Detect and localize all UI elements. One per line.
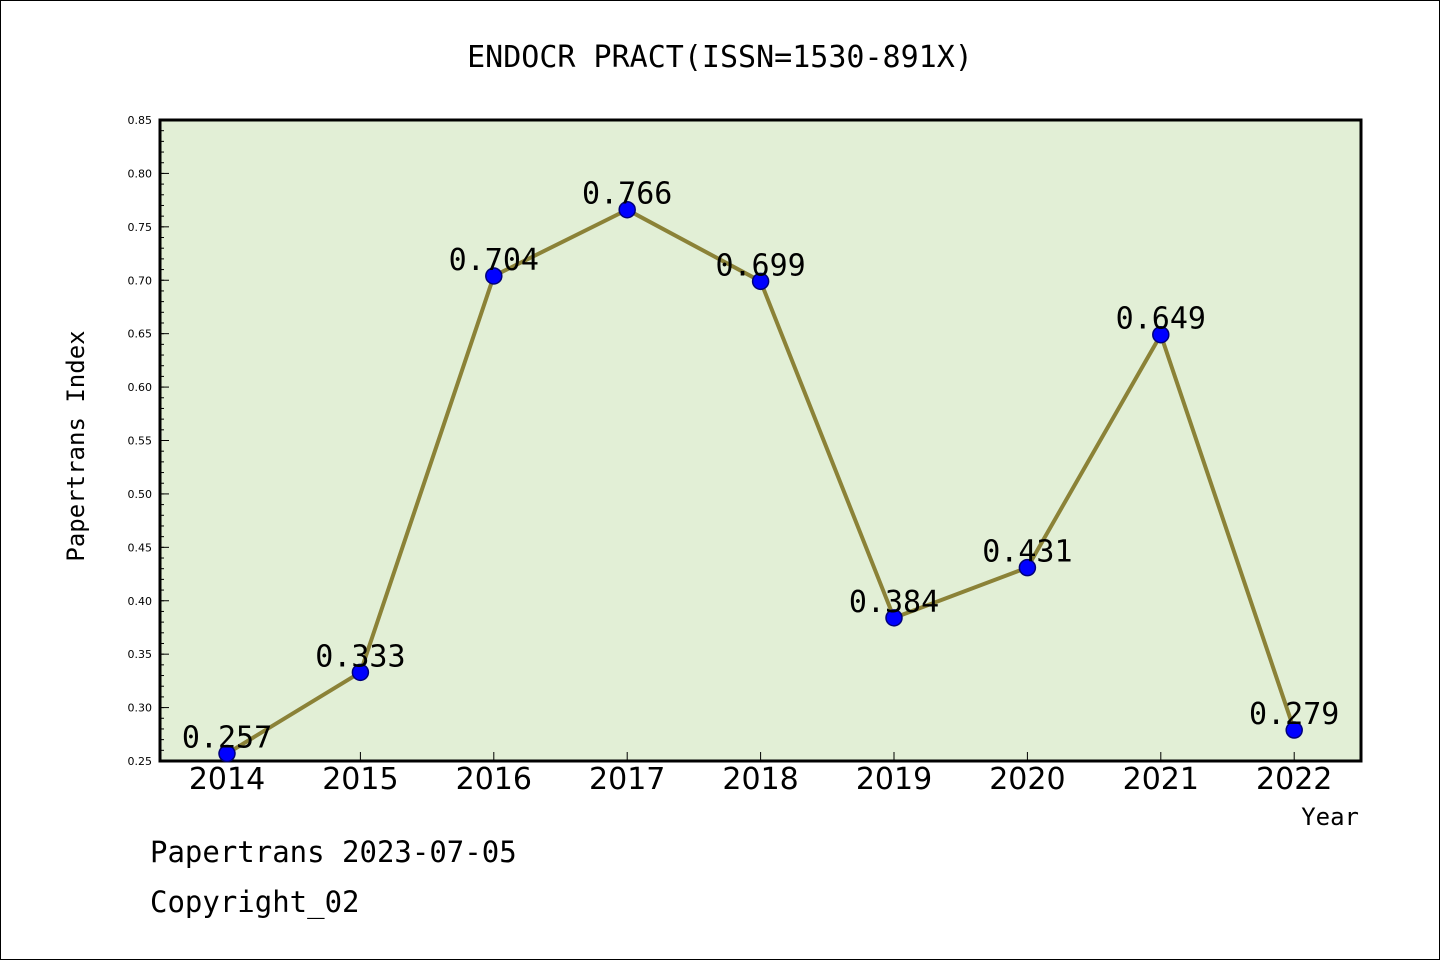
footer-date: Papertrans 2023-07-05 bbox=[150, 835, 517, 869]
data-point bbox=[1018, 558, 1037, 577]
x-tick-label: 2019 bbox=[856, 762, 932, 797]
y-tick-label: 0.40 bbox=[128, 595, 153, 608]
data-point bbox=[485, 267, 503, 285]
data-point bbox=[1285, 721, 1303, 739]
y-tick-label: 0.50 bbox=[128, 488, 153, 501]
data-point bbox=[618, 200, 636, 219]
data-label: 0.704 bbox=[449, 243, 539, 278]
data-point bbox=[218, 744, 236, 763]
data-label: 0.766 bbox=[582, 177, 672, 212]
y-tick-label: 0.45 bbox=[128, 541, 153, 554]
x-axis: 2014 2015 2016 2017 2018 2019 2020 2021 2022 bbox=[189, 752, 1332, 797]
x-tick-label: 2022 bbox=[1256, 762, 1332, 797]
y-tick-label: 0.55 bbox=[128, 435, 153, 448]
x-tick-label: 2014 bbox=[189, 762, 265, 797]
x-axis-label: Year bbox=[1301, 803, 1359, 831]
x-tick-label: 2016 bbox=[456, 762, 532, 797]
data-label: 0.699 bbox=[715, 248, 805, 283]
footer-copyright: Copyright_02 bbox=[150, 885, 360, 919]
y-tick-label: 0.80 bbox=[128, 167, 153, 180]
data-point bbox=[751, 272, 770, 291]
x-tick-label: 2015 bbox=[322, 762, 398, 797]
y-tick-label: 0.75 bbox=[128, 221, 153, 234]
data-label: 0.257 bbox=[182, 721, 272, 756]
data-point bbox=[1152, 325, 1170, 344]
y-tick-label: 0.25 bbox=[128, 755, 153, 768]
data-label: 0.384 bbox=[849, 585, 939, 620]
data-points bbox=[218, 200, 1303, 763]
x-tick-label: 2017 bbox=[589, 762, 665, 797]
data-label: 0.649 bbox=[1116, 302, 1206, 337]
y-tick-label: 0.60 bbox=[128, 381, 153, 394]
data-label: 0.333 bbox=[315, 639, 405, 674]
x-tick-label: 2021 bbox=[1123, 762, 1199, 797]
y-tick-label: 0.85 bbox=[128, 114, 153, 127]
data-point bbox=[351, 663, 370, 682]
data-labels: 0.257 0.333 0.704 0.766 0.699 0.384 0.431 0.649… bbox=[182, 177, 1340, 756]
y-tick-label: 0.70 bbox=[128, 274, 153, 287]
y-tick-label: 0.35 bbox=[128, 648, 153, 661]
y-tick-label: 0.65 bbox=[128, 328, 153, 341]
y-axis: 0.25 0.30 0.35 0.40 0.45 0.50 0.55 0.60 0.65 0.70… bbox=[128, 114, 169, 768]
plot-area bbox=[158, 118, 1363, 763]
chart-title: ENDOCR PRACT(ISSN=1530-891X) bbox=[467, 40, 973, 75]
y-axis-label: Papertrans Index bbox=[62, 330, 90, 561]
x-tick-label: 2018 bbox=[722, 762, 798, 797]
data-label: 0.279 bbox=[1249, 697, 1339, 732]
data-point bbox=[885, 609, 903, 627]
data-label: 0.431 bbox=[982, 535, 1072, 570]
y-tick-label: 0.30 bbox=[128, 702, 153, 715]
x-tick-label: 2020 bbox=[989, 762, 1065, 797]
